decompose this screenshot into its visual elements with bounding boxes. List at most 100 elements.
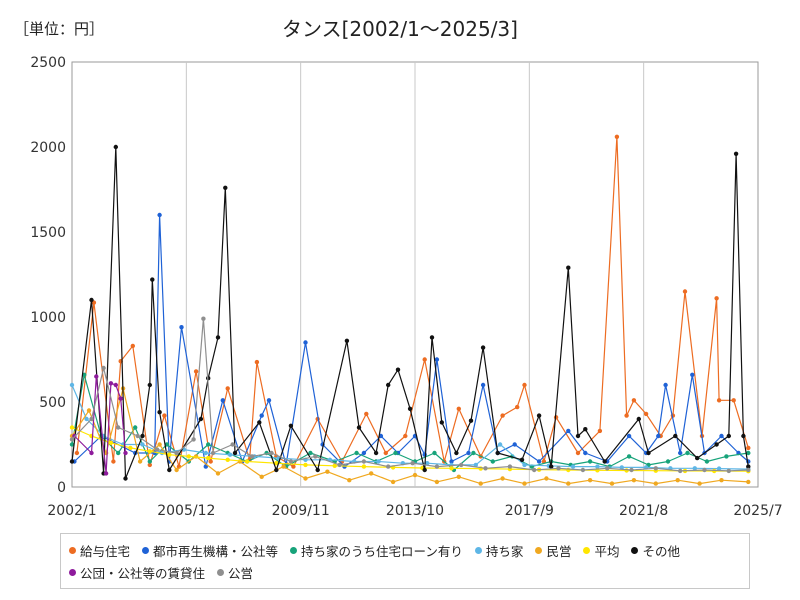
data-point-2: [566, 428, 571, 434]
data-point-6: [225, 457, 230, 462]
data-point-3: [116, 450, 121, 456]
data-point-5: [500, 476, 505, 481]
legend-label: その他: [642, 543, 680, 559]
data-point-7: [454, 450, 459, 456]
data-point-1: [643, 411, 649, 417]
data-point-9: [191, 437, 196, 442]
legend-item-7: その他: [631, 540, 680, 560]
data-point-9: [507, 464, 513, 469]
data-point-1: [731, 398, 736, 403]
data-point-7: [695, 455, 700, 461]
data-point-5: [653, 481, 658, 486]
data-point-9: [434, 464, 440, 469]
data-point-2: [719, 433, 724, 439]
data-point-7: [167, 467, 172, 473]
data-point-9: [726, 468, 731, 474]
data-point-8: [94, 374, 99, 379]
data-point-1: [74, 450, 80, 456]
data-point-1: [383, 450, 388, 456]
data-point-3: [665, 459, 671, 464]
data-point-5: [566, 481, 571, 486]
data-point-9: [459, 462, 464, 468]
data-point-1: [522, 382, 527, 388]
legend-item-2: 都市再生機構・公社等: [142, 540, 278, 560]
data-point-7: [549, 464, 554, 469]
data-point-8: [118, 396, 123, 401]
data-point-2: [179, 325, 184, 330]
legend: 給与住宅 都市再生機構・公社等 持ち家のうち住宅ローン有り 持ち家 民営 平均 その他 公団・…: [60, 533, 750, 589]
data-point-8: [113, 382, 119, 388]
data-point-9: [410, 461, 415, 466]
data-point-1: [225, 386, 230, 391]
data-point-6: [244, 459, 250, 464]
data-point-3: [746, 450, 751, 456]
y-tick-label: 2000: [30, 140, 66, 156]
data-point-7: [123, 476, 128, 481]
data-point-1: [111, 459, 116, 464]
legend-label: 持ち家のうち住宅ローン有り: [301, 543, 463, 559]
data-point-8: [103, 471, 109, 476]
data-point-9: [746, 467, 751, 473]
data-point-5: [746, 479, 751, 485]
data-point-9: [135, 433, 140, 439]
legend-item-5: 民営: [535, 540, 571, 560]
data-point-7: [636, 416, 641, 422]
data-point-3: [308, 450, 313, 456]
x-tick-label: 2005/12: [157, 503, 215, 519]
data-point-7: [714, 442, 719, 447]
unit-label: ［単位：円］: [14, 20, 105, 38]
data-point-1: [614, 134, 620, 139]
data-point-5: [390, 479, 396, 485]
data-point-1: [515, 404, 520, 410]
legend-marker-icon: [474, 546, 482, 554]
data-point-5: [412, 472, 418, 478]
data-point-5: [719, 478, 724, 483]
data-point-1: [403, 433, 408, 439]
data-point-7: [232, 450, 238, 456]
data-point-7: [356, 425, 362, 430]
data-point-3: [133, 425, 138, 430]
data-point-7: [673, 433, 678, 439]
data-point-3: [69, 442, 75, 447]
data-point-2: [690, 372, 695, 377]
data-point-7: [386, 382, 391, 388]
data-point-5: [522, 481, 527, 486]
data-point-4: [376, 459, 381, 464]
data-point-1: [130, 343, 135, 349]
data-point-2: [536, 459, 542, 464]
data-point-2: [303, 340, 308, 345]
x-tick-label: 2009/11: [272, 503, 330, 519]
data-point-9: [580, 467, 586, 473]
data-point-3: [393, 450, 398, 456]
legend-marker-icon: [142, 546, 150, 554]
data-point-1: [291, 464, 296, 469]
data-point-9: [288, 459, 294, 464]
data-point-9: [89, 416, 94, 422]
data-point-5: [697, 481, 702, 486]
legend-marker-icon: [583, 546, 591, 554]
data-point-7: [150, 277, 155, 282]
data-point-7: [257, 420, 262, 425]
data-point-3: [471, 450, 476, 456]
data-point-1: [193, 369, 199, 374]
legend-marker-icon: [217, 568, 225, 576]
data-point-7: [422, 467, 427, 473]
data-point-1: [208, 459, 213, 464]
data-point-9: [483, 466, 488, 471]
data-point-9: [101, 365, 106, 371]
data-point-4: [619, 465, 624, 470]
x-tick-label: 2017/9: [505, 503, 554, 519]
data-point-9: [154, 447, 160, 452]
y-tick-label: 0: [57, 480, 66, 496]
data-point-4: [84, 416, 89, 422]
legend-label: 持ち家: [485, 543, 524, 559]
data-point-5: [609, 481, 615, 486]
data-point-2: [466, 450, 471, 456]
data-point-2: [157, 212, 162, 218]
data-point-6: [303, 462, 308, 468]
data-point-6: [332, 463, 337, 468]
data-point-7: [741, 433, 746, 439]
data-point-7: [288, 423, 294, 428]
x-tick-label: 2002/1: [47, 503, 96, 519]
data-point-3: [432, 450, 437, 456]
